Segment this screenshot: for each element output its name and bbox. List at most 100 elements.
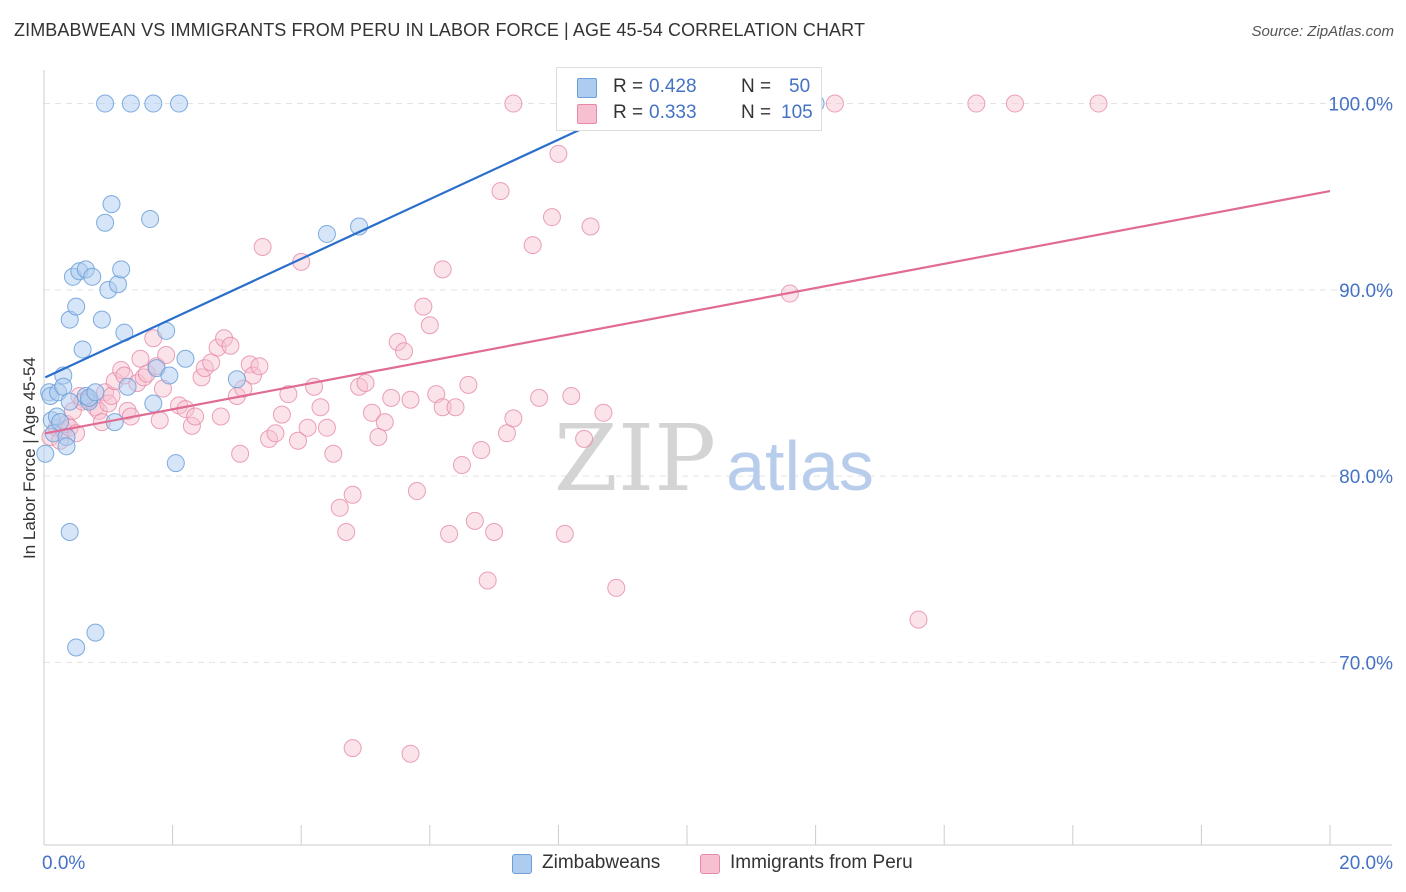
peru-point — [478, 571, 497, 590]
trend-lines — [44, 96, 1331, 435]
legend-n-value: 50 — [789, 76, 811, 97]
peru-point — [211, 407, 230, 426]
peru-point — [427, 385, 446, 404]
peru-point — [497, 424, 516, 443]
tick-labels: 70.0% 80.0% 90.0% 100.0% 0.0% 20.0% — [42, 95, 1393, 874]
peru-point — [549, 144, 568, 163]
peru-point — [266, 424, 285, 443]
peru-point — [825, 94, 844, 113]
zimbabwean-point — [176, 349, 195, 368]
y-axis-label: In Labor Force | Age 45-54 — [20, 357, 39, 559]
peru-point — [272, 405, 291, 424]
peru-point — [375, 413, 394, 432]
zimbabwean-point — [141, 210, 160, 229]
peru-point — [967, 94, 986, 113]
peru-point — [102, 387, 121, 406]
peru-point — [401, 744, 420, 763]
peru-point — [250, 357, 269, 376]
zimbabwean-point — [86, 623, 105, 642]
correlation-legend: R = 0.428 N = 50 R = 0.333 N = 105 — [556, 67, 822, 131]
peru-point — [530, 388, 549, 407]
zimbabwean-point — [108, 275, 127, 294]
y-tick-label: 100.0% — [1329, 95, 1394, 116]
peru-point — [542, 208, 561, 227]
legend-label-peru: Immigrants from Peru — [730, 852, 913, 873]
legend-r-value: 0.428 — [649, 76, 697, 97]
peru-point — [186, 407, 205, 426]
peru-point — [362, 403, 381, 422]
peru-point — [157, 346, 176, 365]
peru-point — [504, 94, 523, 113]
peru-point — [401, 390, 420, 409]
zimbabwean-point — [92, 310, 111, 329]
peru-point — [407, 482, 426, 501]
peru-point — [523, 236, 542, 255]
peru-point — [279, 385, 298, 404]
source-label: Source: ZipAtlas.com — [1251, 23, 1394, 40]
peru-point — [317, 418, 336, 437]
legend-swatch-blue — [577, 78, 597, 98]
zimbabwean-point — [86, 383, 105, 402]
peru-point — [1089, 94, 1108, 113]
peru-point — [575, 429, 594, 448]
x-tick-label: 20.0% — [1339, 853, 1393, 874]
peru-point — [504, 409, 523, 428]
peru-point — [433, 398, 452, 417]
zimbabwean-point — [160, 366, 179, 385]
legend-r-label: R = — [613, 76, 644, 97]
zimbabwean-point — [317, 224, 336, 243]
watermark-atlas: atlas — [726, 427, 874, 505]
legend-swatch-pink — [577, 104, 597, 124]
zimbabwean-point — [144, 394, 163, 413]
peru-point — [150, 411, 169, 430]
y-tick-label: 80.0% — [1339, 467, 1393, 488]
peru-point — [192, 368, 211, 387]
peru-point — [420, 316, 439, 335]
zimbabwean-point — [118, 377, 137, 396]
peru-point — [485, 523, 504, 542]
zimbabwean-point — [227, 370, 246, 389]
peru-point — [395, 342, 414, 361]
zimbabwean-point — [96, 94, 115, 113]
peru-point — [562, 387, 581, 406]
zimbabwean-point — [121, 94, 140, 113]
zimbabwean-point — [96, 213, 115, 232]
zimbabwean-point — [60, 523, 79, 542]
peru-point — [1005, 94, 1024, 113]
peru-point — [452, 455, 471, 474]
peru-point — [388, 332, 407, 351]
peru-point — [221, 336, 240, 355]
peru-point — [581, 217, 600, 236]
y-tick-label: 90.0% — [1339, 281, 1393, 302]
watermark: ZIP atlas — [554, 405, 874, 512]
peru-point — [118, 401, 137, 420]
x-tick-label: 0.0% — [42, 853, 85, 874]
zimbabwean-point — [60, 392, 79, 411]
zimbabwean-point — [67, 638, 86, 657]
peru-point — [253, 237, 272, 256]
peru-point — [414, 297, 433, 316]
peru-point — [215, 329, 234, 348]
zimbabwean-point — [83, 267, 102, 286]
peru-point — [343, 739, 362, 758]
zimbabwean-point — [144, 94, 163, 113]
legend-n-label: N = — [741, 102, 772, 123]
zimbabwean-trend-line — [44, 96, 649, 379]
zimbabwean-point — [36, 444, 55, 463]
legend-label-zimbabweans: Zimbabweans — [542, 852, 661, 873]
peru-point — [446, 398, 465, 417]
peru-point — [231, 444, 250, 463]
zimbabwean-point — [73, 340, 92, 359]
peru-point — [909, 610, 928, 629]
zimbabwean-point — [102, 195, 121, 214]
peru-point — [298, 418, 317, 437]
peru-point — [607, 578, 626, 597]
peru-point — [459, 375, 478, 394]
peru-point — [382, 388, 401, 407]
peru-point — [131, 349, 150, 368]
peru-point — [472, 441, 491, 460]
legend-r-label: R = — [613, 102, 644, 123]
peru-point — [440, 524, 459, 543]
peru-point — [324, 444, 343, 463]
